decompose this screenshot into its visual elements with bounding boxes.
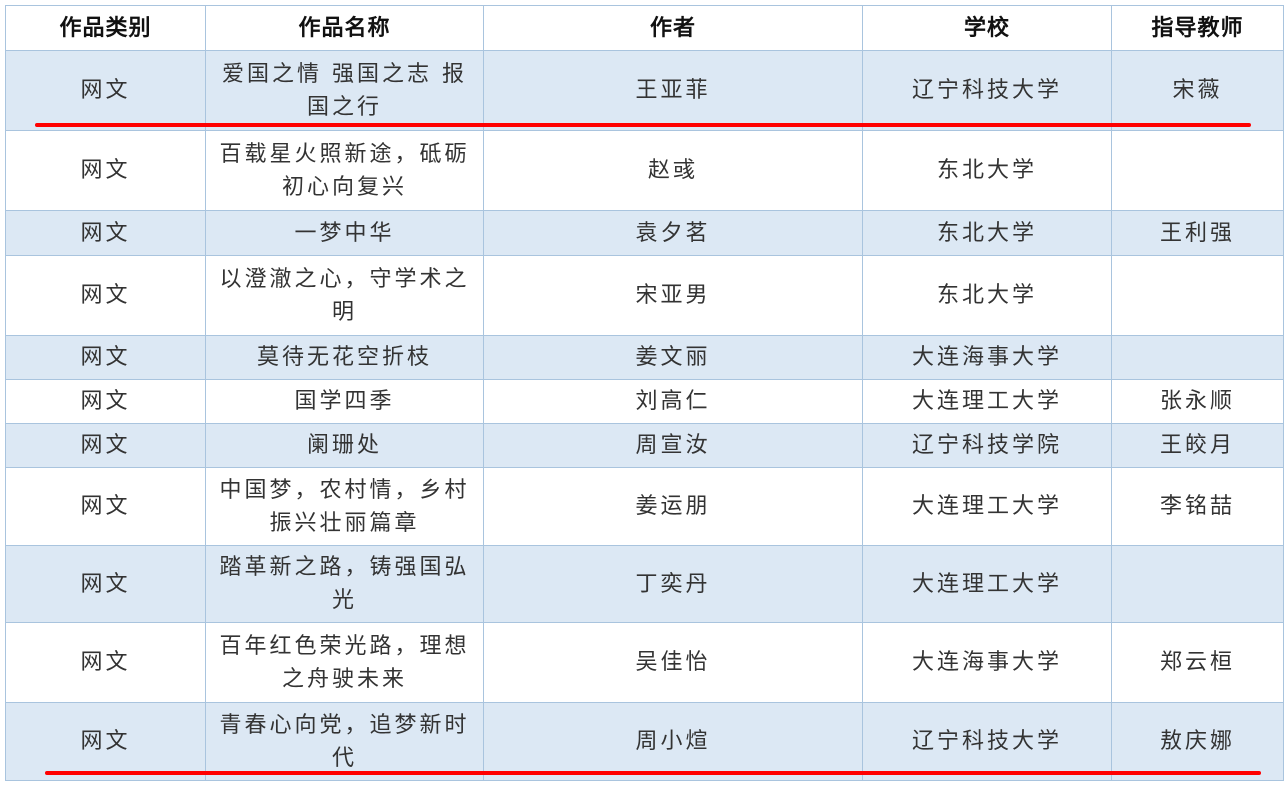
cell-author: 周宣汝 [483, 423, 863, 468]
cell-author: 周小煊 [483, 702, 863, 781]
header-school: 学校 [862, 5, 1112, 51]
cell-advisor: 宋薇 [1111, 50, 1284, 131]
cell-advisor: 张永顺 [1111, 379, 1284, 424]
cell-category: 网文 [5, 130, 206, 211]
cell-title: 百年红色荣光路，理想之舟驶未来 [205, 622, 484, 703]
highlight-underline-row-11 [45, 771, 1261, 775]
cell-school: 辽宁科技学院 [862, 423, 1112, 468]
cell-author: 吴佳怡 [483, 622, 863, 703]
cell-category: 网文 [5, 622, 206, 703]
cell-category: 网文 [5, 255, 206, 336]
cell-category: 网文 [5, 210, 206, 256]
cell-advisor [1111, 545, 1284, 623]
cell-author: 姜运朋 [483, 467, 863, 546]
cell-school: 东北大学 [862, 130, 1112, 211]
cell-title: 青春心向党，追梦新时代 [205, 702, 484, 781]
cell-author: 丁奕丹 [483, 545, 863, 623]
cell-author: 赵彧 [483, 130, 863, 211]
cell-school: 辽宁科技大学 [862, 702, 1112, 781]
cell-author: 宋亚男 [483, 255, 863, 336]
cell-school: 辽宁科技大学 [862, 50, 1112, 131]
cell-advisor [1111, 130, 1284, 211]
cell-advisor: 郑云桓 [1111, 622, 1284, 703]
cell-title: 中国梦，农村情，乡村振兴壮丽篇章 [205, 467, 484, 546]
cell-school: 大连理工大学 [862, 467, 1112, 546]
table-row: 网文 百载星火照新途，砥砺初心向复兴 赵彧 东北大学 [5, 130, 1284, 211]
table-row: 网文 百年红色荣光路，理想之舟驶未来 吴佳怡 大连海事大学 郑云桓 [5, 622, 1284, 703]
table-row: 网文 国学四季 刘高仁 大连理工大学 张永顺 [5, 379, 1284, 424]
cell-category: 网文 [5, 467, 206, 546]
table-row: 网文 一梦中华 袁夕茗 东北大学 王利强 [5, 210, 1284, 256]
header-row: 作品类别 作品名称 作者 学校 指导教师 [5, 5, 1284, 51]
table-row: 网文 莫待无花空折枝 姜文丽 大连海事大学 [5, 335, 1284, 380]
cell-title: 以澄澈之心，守学术之明 [205, 255, 484, 336]
cell-advisor: 李铭喆 [1111, 467, 1284, 546]
cell-school: 东北大学 [862, 255, 1112, 336]
table-row: 网文 中国梦，农村情，乡村振兴壮丽篇章 姜运朋 大连理工大学 李铭喆 [5, 467, 1284, 546]
cell-category: 网文 [5, 379, 206, 424]
cell-title: 莫待无花空折枝 [205, 335, 484, 380]
cell-category: 网文 [5, 50, 206, 131]
cell-title: 国学四季 [205, 379, 484, 424]
cell-author: 袁夕茗 [483, 210, 863, 256]
cell-school: 大连理工大学 [862, 379, 1112, 424]
cell-author: 王亚菲 [483, 50, 863, 131]
cell-category: 网文 [5, 335, 206, 380]
cell-school: 大连海事大学 [862, 622, 1112, 703]
cell-category: 网文 [5, 702, 206, 781]
table-row: 网文 以澄澈之心，守学术之明 宋亚男 东北大学 [5, 255, 1284, 336]
cell-advisor: 王利强 [1111, 210, 1284, 256]
header-author: 作者 [483, 5, 863, 51]
header-advisor: 指导教师 [1111, 5, 1284, 51]
table-row: 网文 阑珊处 周宣汝 辽宁科技学院 王皎月 [5, 423, 1284, 468]
cell-title: 百载星火照新途，砥砺初心向复兴 [205, 130, 484, 211]
cell-title: 爱国之情 强国之志 报国之行 [205, 50, 484, 131]
cell-category: 网文 [5, 423, 206, 468]
cell-advisor [1111, 255, 1284, 336]
table-row: 网文 青春心向党，追梦新时代 周小煊 辽宁科技大学 敖庆娜 [5, 702, 1284, 781]
cell-advisor: 敖庆娜 [1111, 702, 1284, 781]
cell-title: 阑珊处 [205, 423, 484, 468]
cell-school: 大连理工大学 [862, 545, 1112, 623]
highlight-underline-row-1 [35, 123, 1251, 127]
table-row: 网文 踏革新之路，铸强国弘光 丁奕丹 大连理工大学 [5, 545, 1284, 623]
cell-author: 姜文丽 [483, 335, 863, 380]
cell-title: 一梦中华 [205, 210, 484, 256]
header-title: 作品名称 [205, 5, 484, 51]
cell-author: 刘高仁 [483, 379, 863, 424]
header-category: 作品类别 [5, 5, 206, 51]
cell-title: 踏革新之路，铸强国弘光 [205, 545, 484, 623]
cell-category: 网文 [5, 545, 206, 623]
table-row: 网文 爱国之情 强国之志 报国之行 王亚菲 辽宁科技大学 宋薇 [5, 50, 1284, 131]
award-table: 作品类别 作品名称 作者 学校 指导教师 网文 爱国之情 强国之志 报国之行 王亚菲… [5, 5, 1284, 781]
cell-advisor: 王皎月 [1111, 423, 1284, 468]
cell-advisor [1111, 335, 1284, 380]
cell-school: 大连海事大学 [862, 335, 1112, 380]
cell-school: 东北大学 [862, 210, 1112, 256]
